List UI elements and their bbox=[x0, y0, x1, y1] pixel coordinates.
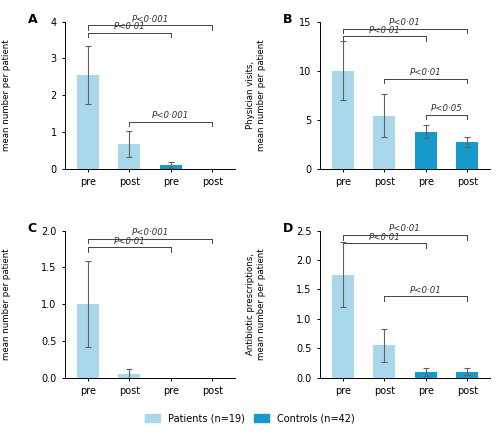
Bar bbox=[374, 116, 395, 169]
Bar bbox=[415, 372, 436, 378]
Text: P<0·01: P<0·01 bbox=[368, 233, 400, 242]
Text: P<0·001: P<0·001 bbox=[132, 228, 168, 237]
Text: P<0·01: P<0·01 bbox=[389, 18, 421, 27]
Y-axis label: Physician visits,
mean number per patient: Physician visits, mean number per patien… bbox=[246, 39, 266, 151]
Bar bbox=[77, 75, 98, 169]
Text: P<0·01: P<0·01 bbox=[114, 22, 145, 31]
Y-axis label: Systemic corticosteroid prescriptions
mean number per patient: Systemic corticosteroid prescriptions me… bbox=[0, 16, 10, 175]
Bar bbox=[456, 372, 478, 378]
Legend: Patients (n=19), Controls (n=42): Patients (n=19), Controls (n=42) bbox=[142, 409, 358, 427]
Text: B: B bbox=[282, 13, 292, 26]
Bar bbox=[374, 345, 395, 378]
Bar bbox=[118, 144, 140, 169]
Bar bbox=[332, 275, 353, 378]
Text: P<0·001: P<0·001 bbox=[152, 111, 190, 120]
Bar bbox=[160, 165, 182, 169]
Bar bbox=[456, 142, 478, 169]
Bar bbox=[332, 71, 353, 169]
Text: P<0·001: P<0·001 bbox=[132, 15, 168, 23]
Bar bbox=[415, 132, 436, 169]
Text: P<0·01: P<0·01 bbox=[114, 237, 145, 246]
Bar bbox=[77, 304, 98, 378]
Y-axis label: Antibiotic prescriptions,
mean number per patient: Antibiotic prescriptions, mean number pe… bbox=[246, 248, 266, 360]
Text: A: A bbox=[28, 13, 37, 26]
Text: P<0·01: P<0·01 bbox=[410, 286, 442, 295]
Text: C: C bbox=[28, 222, 36, 235]
Text: D: D bbox=[282, 222, 293, 235]
Text: P<0·05: P<0·05 bbox=[430, 104, 462, 113]
Text: P<0·01: P<0·01 bbox=[410, 68, 442, 77]
Text: P<0·01: P<0·01 bbox=[389, 224, 421, 233]
Y-axis label: Hospitalisations,
mean number per patient: Hospitalisations, mean number per patien… bbox=[0, 248, 10, 360]
Text: P<0·01: P<0·01 bbox=[368, 26, 400, 35]
Bar bbox=[118, 374, 140, 378]
